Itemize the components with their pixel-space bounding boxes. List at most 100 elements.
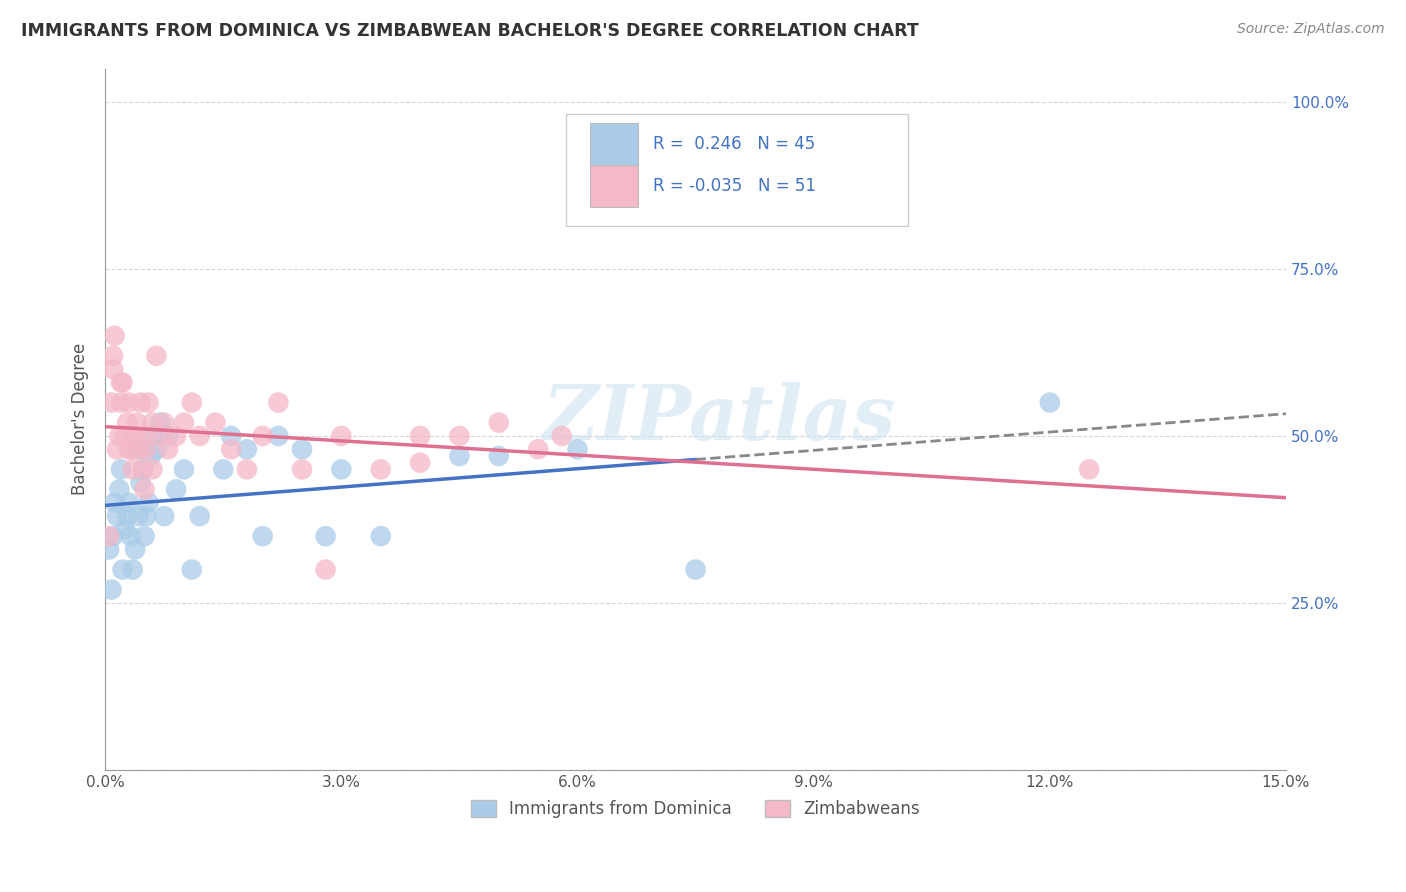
Point [1078,462,1101,476]
Point [105,509,128,524]
Point [291,442,314,457]
Point [157,442,180,457]
FancyBboxPatch shape [591,123,638,165]
Point [488,449,510,463]
Point [252,529,274,543]
Point [98,529,121,543]
Point [124,542,146,557]
Point [204,416,226,430]
Text: R = -0.035   N = 51: R = -0.035 N = 51 [652,177,815,195]
Point [409,429,432,443]
Point [104,328,127,343]
Point [153,509,176,524]
Point [127,509,149,524]
Text: IMMIGRANTS FROM DOMINICA VS ZIMBABWEAN BACHELOR'S DEGREE CORRELATION CHART: IMMIGRANTS FROM DOMINICA VS ZIMBABWEAN B… [21,22,920,40]
Point [127,442,149,457]
Point [267,395,290,409]
Point [125,416,148,430]
Point [165,429,187,443]
Point [104,496,127,510]
Point [488,416,510,430]
Point [1039,395,1062,409]
Point [219,442,242,457]
Point [219,429,242,443]
Point [527,442,550,457]
Point [118,395,141,409]
Point [108,483,131,497]
Point [117,416,139,430]
Point [134,429,156,443]
Point [135,442,157,457]
Point [180,563,202,577]
Point [124,429,146,443]
Point [157,429,180,443]
FancyBboxPatch shape [565,114,908,227]
Point [149,429,172,443]
Point [121,462,143,476]
Point [98,542,121,557]
Point [291,462,314,476]
Point [330,429,353,443]
Point [212,462,235,476]
Point [118,496,141,510]
Point [551,429,574,443]
Point [449,429,471,443]
Point [165,483,187,497]
Point [134,529,156,543]
Point [105,442,128,457]
Point [111,376,134,390]
Point [180,395,202,409]
Point [139,449,162,463]
Point [330,462,353,476]
Point [120,442,142,457]
Point [370,462,392,476]
Point [145,349,167,363]
Point [267,429,290,443]
Point [236,442,259,457]
Point [138,395,160,409]
Point [121,563,143,577]
Point [111,563,134,577]
Point [120,529,142,543]
Point [101,529,124,543]
Point [114,523,136,537]
Point [149,416,172,430]
Point [125,442,148,457]
Point [138,496,160,510]
Point [132,462,155,476]
Point [101,349,124,363]
Point [135,509,157,524]
Point [114,429,136,443]
Point [141,416,163,430]
Point [173,462,195,476]
Point [252,429,274,443]
Point [100,582,122,597]
Point [409,456,432,470]
Legend: Immigrants from Dominica, Zimbabweans: Immigrants from Dominica, Zimbabweans [464,793,927,825]
Point [315,529,337,543]
Point [449,449,471,463]
Point [173,416,195,430]
Point [129,475,152,490]
Point [134,483,156,497]
Point [153,416,176,430]
Point [100,395,122,409]
Text: Source: ZipAtlas.com: Source: ZipAtlas.com [1237,22,1385,37]
Point [129,395,152,409]
Point [141,462,163,476]
Y-axis label: Bachelor's Degree: Bachelor's Degree [72,343,89,495]
Point [132,462,155,476]
Point [110,462,132,476]
Point [370,529,392,543]
Point [567,442,589,457]
Point [141,429,163,443]
Point [118,442,141,457]
Point [117,509,139,524]
FancyBboxPatch shape [591,165,638,207]
Point [108,429,131,443]
Point [685,563,707,577]
Point [315,563,337,577]
Text: R =  0.246   N = 45: R = 0.246 N = 45 [652,135,815,153]
Point [110,395,132,409]
Text: ZIPatlas: ZIPatlas [543,383,896,457]
